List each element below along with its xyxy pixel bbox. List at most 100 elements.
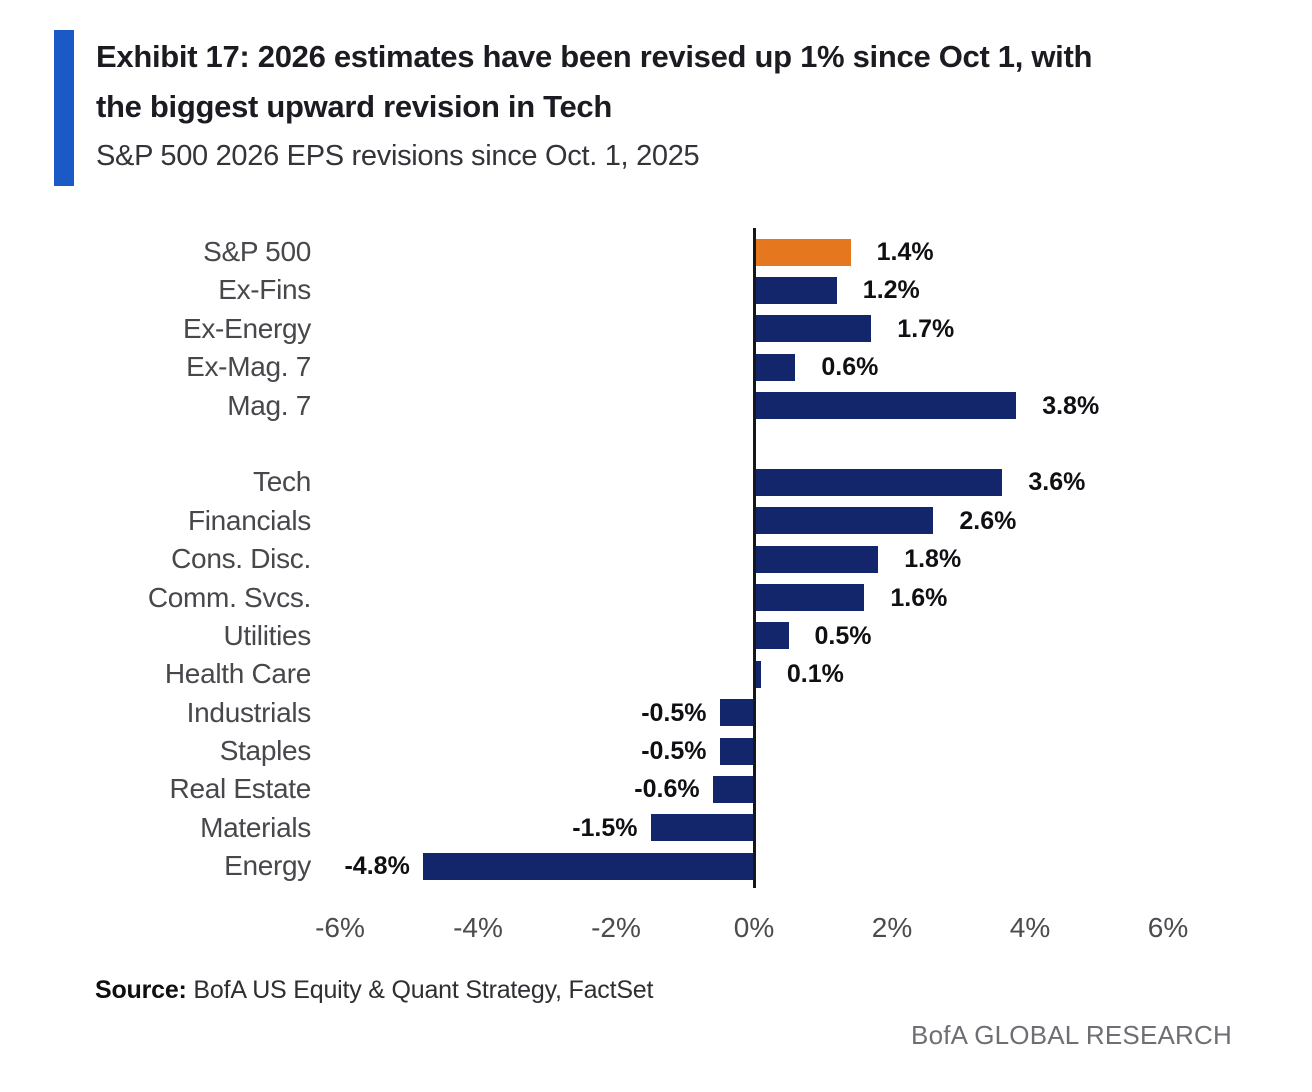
chart-row: Health Care 0.1% xyxy=(0,655,1312,693)
zero-axis-line xyxy=(753,228,756,888)
header: Exhibit 17: 2026 estimates have been rev… xyxy=(96,32,1266,180)
chart-subtitle: S&P 500 2026 EPS revisions since Oct. 1,… xyxy=(96,140,700,172)
source-text: BofA US Equity & Quant Strategy, FactSet xyxy=(186,976,654,1004)
bar xyxy=(754,545,879,573)
row-plot: 1.6% xyxy=(311,579,1312,617)
value-label: 2.6% xyxy=(959,506,1017,535)
exhibit-title-line-1: Exhibit 17: 2026 estimates have been rev… xyxy=(96,39,1093,74)
bar xyxy=(754,622,789,650)
category-label: Industrials xyxy=(186,696,312,728)
group-gap xyxy=(0,425,1312,463)
row-plot: -0.5% xyxy=(311,732,1312,770)
bar xyxy=(754,315,872,343)
row-plot: 2.6% xyxy=(311,502,1312,540)
row-plot: 0.6% xyxy=(311,348,1312,386)
bar xyxy=(712,775,754,803)
category-label: Materials xyxy=(200,811,311,843)
chart-row: Ex-Fins 1.2% xyxy=(0,271,1312,309)
row-plot: 3.8% xyxy=(311,387,1312,425)
row-plot: -0.5% xyxy=(311,694,1312,732)
row-plot: 0.1% xyxy=(311,655,1312,693)
exhibit-title-line-2: the biggest upward revision in Tech xyxy=(96,89,613,124)
category-label: S&P 500 xyxy=(203,236,311,267)
bar xyxy=(650,814,754,842)
row-plot: 1.7% xyxy=(311,310,1312,348)
bar xyxy=(754,392,1017,420)
x-tick-label: 0% xyxy=(733,911,775,943)
row-plot: -0.6% xyxy=(311,770,1312,808)
value-label: 3.8% xyxy=(1042,391,1100,420)
row-plot: 0.5% xyxy=(311,617,1312,655)
chart-row: Real Estate -0.6% xyxy=(0,770,1312,808)
x-tick-label: 2% xyxy=(871,911,913,943)
x-tick-label: -2% xyxy=(591,911,641,943)
row-plot: -1.5% xyxy=(311,809,1312,847)
category-label: Ex-Energy xyxy=(182,312,311,344)
x-axis-ticks: -6% -4% -2% 0% 2% 4% 6% xyxy=(0,906,1312,956)
value-label: 0.5% xyxy=(814,621,872,650)
category-label: Mag. 7 xyxy=(227,389,311,421)
chart-rows: S&P 500 1.4% Ex-Fins 1.2% Ex-Energy 1.7% Ex-Ma… xyxy=(0,228,1312,888)
x-tick-label: -4% xyxy=(453,911,503,943)
value-label: 1.2% xyxy=(862,276,920,305)
row-plot: -4.8% xyxy=(311,847,1312,885)
bar xyxy=(754,660,761,688)
category-label: Utilities xyxy=(223,619,311,651)
x-tick-label: -6% xyxy=(315,911,365,943)
chart-row: Cons. Disc. 1.8% xyxy=(0,540,1312,578)
bar xyxy=(719,699,754,727)
chart-row: Financials 2.6% xyxy=(0,502,1312,540)
highlight-bar xyxy=(754,238,851,266)
value-label: 1.4% xyxy=(876,238,934,266)
value-label: 1.8% xyxy=(904,545,962,574)
chart-row: Energy -4.8% xyxy=(0,847,1312,885)
source-note: Source: BofA US Equity & Quant Strategy,… xyxy=(95,976,653,1005)
value-label: -1.5% xyxy=(572,813,638,842)
category-label: Comm. Svcs. xyxy=(147,581,311,613)
bar xyxy=(754,468,1003,496)
chart-row: Mag. 7 3.8% xyxy=(0,387,1312,425)
source-label: Source: xyxy=(95,976,187,1004)
value-label: 3.6% xyxy=(1028,468,1086,497)
bar xyxy=(754,276,837,304)
category-label: Ex-Mag. 7 xyxy=(186,351,311,383)
chart-row: S&P 500 1.4% xyxy=(0,233,1312,271)
value-label: -0.6% xyxy=(634,775,700,804)
chart-row: Ex-Energy 1.7% xyxy=(0,310,1312,348)
value-label: -0.5% xyxy=(641,737,707,766)
chart-row: Ex-Mag. 7 0.6% xyxy=(0,348,1312,386)
chart-row: Materials -1.5% xyxy=(0,809,1312,847)
x-tick-label: 4% xyxy=(1009,911,1051,943)
category-label: Energy xyxy=(224,850,311,882)
chart-row: Staples -0.5% xyxy=(0,732,1312,770)
chart-row: Industrials -0.5% xyxy=(0,694,1312,732)
category-label: Ex-Fins xyxy=(218,274,311,306)
row-plot: 1.8% xyxy=(311,540,1312,578)
value-label: 1.7% xyxy=(897,314,955,343)
category-label: Staples xyxy=(219,735,312,767)
value-label: 0.1% xyxy=(786,660,844,689)
row-plot: 1.4% xyxy=(311,233,1312,271)
chart-row: Comm. Svcs. 1.6% xyxy=(0,579,1312,617)
bofa-global-research-brand: BofA GLOBAL RESEARCH xyxy=(911,1020,1232,1050)
category-label: Tech xyxy=(253,466,311,498)
bar xyxy=(719,737,754,765)
value-label: 1.6% xyxy=(890,583,948,612)
category-label: Health Care xyxy=(164,658,311,690)
x-tick-label: 6% xyxy=(1147,911,1189,943)
value-label: 0.6% xyxy=(821,353,879,382)
chart-row: Tech 3.6% xyxy=(0,463,1312,501)
row-plot: 1.2% xyxy=(311,271,1312,309)
category-label: Financials xyxy=(187,504,311,536)
category-label: Real Estate xyxy=(169,773,312,805)
title-accent-bar xyxy=(54,30,74,186)
bar xyxy=(754,507,934,535)
category-label: Cons. Disc. xyxy=(171,543,311,575)
row-plot: 3.6% xyxy=(311,463,1312,501)
bar xyxy=(754,584,865,612)
bar xyxy=(754,353,796,381)
chart-row: Utilities 0.5% xyxy=(0,617,1312,655)
value-label: -4.8% xyxy=(344,852,410,881)
bar-chart: S&P 500 1.4% Ex-Fins 1.2% Ex-Energy 1.7% Ex-Ma… xyxy=(0,228,1312,956)
